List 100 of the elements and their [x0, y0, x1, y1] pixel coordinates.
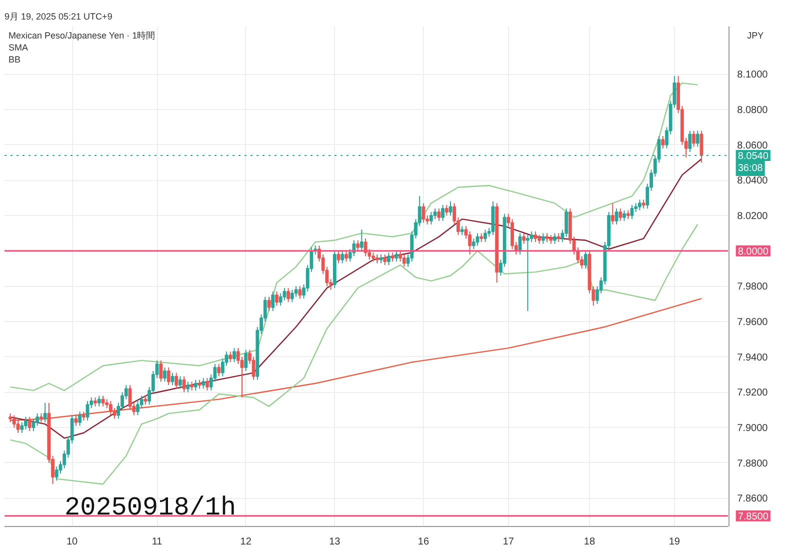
x-tick-label: 11 — [152, 536, 163, 548]
candlestick — [541, 232, 545, 244]
candlestick — [692, 130, 696, 148]
candlestick — [86, 400, 90, 421]
candlestick — [228, 351, 232, 363]
line-series — [10, 158, 702, 439]
y-tick-label: 7.9800 — [737, 282, 768, 293]
candlestick — [688, 130, 692, 152]
candlestick — [112, 408, 116, 420]
candlestick — [534, 230, 538, 243]
candlestick — [383, 254, 387, 266]
ref-line-label: 7.8500 — [738, 511, 769, 522]
y-tick-label: 8.0200 — [737, 211, 768, 222]
candlestick — [476, 232, 480, 246]
candlestick — [448, 200, 452, 216]
candlestick — [522, 232, 526, 244]
y-tick-label: 7.8600 — [737, 494, 768, 505]
candlestick — [444, 204, 448, 216]
candlestick — [360, 229, 364, 252]
candlestick — [232, 348, 236, 363]
candlestick — [356, 240, 360, 252]
candlestick — [394, 250, 398, 262]
candlestick — [344, 250, 348, 262]
annotation: BB — [8, 54, 21, 64]
x-tick-label: 12 — [240, 536, 252, 548]
ref-line-label: 8.0000 — [738, 246, 769, 258]
candlestick — [174, 372, 178, 390]
candlestick — [294, 286, 298, 298]
y-tick-label: 7.8800 — [737, 458, 768, 470]
y-tick-label: 7.9000 — [737, 423, 768, 434]
candlestick — [530, 230, 534, 243]
candlestick — [28, 416, 32, 432]
x-tick-label: 16 — [418, 536, 430, 548]
y-tick-label: 7.9200 — [737, 388, 768, 399]
candlestick — [194, 379, 198, 391]
candlestick — [618, 208, 622, 222]
candlestick — [340, 250, 344, 264]
candlestick — [267, 296, 271, 312]
candlestick — [140, 395, 144, 409]
candlestick — [275, 291, 278, 306]
candlestick — [24, 416, 28, 430]
candlestick — [252, 356, 256, 380]
candlestick — [163, 366, 166, 382]
text: 36:08 — [738, 162, 764, 174]
y-tick-label: 8.0400 — [737, 176, 768, 187]
candlestick — [614, 208, 618, 225]
x-tick-label: 13 — [329, 536, 341, 548]
x-tick-label: 18 — [584, 536, 596, 548]
candlestick — [696, 130, 700, 148]
candlestick — [178, 376, 182, 390]
candlestick — [271, 291, 275, 312]
y-tick-label: 8.0600 — [737, 140, 768, 152]
candlestick — [159, 360, 163, 382]
candlestick — [526, 234, 530, 312]
candlestick — [286, 287, 290, 303]
candlestick — [101, 395, 105, 407]
candlestick — [402, 254, 406, 268]
candlestick — [433, 208, 437, 220]
candlestick — [186, 381, 190, 393]
chart-subtitle: Mexican Peso/Japanese Yen · 1時間 — [8, 30, 156, 40]
candlestick — [217, 363, 220, 377]
annotation: 20250918/1h — [64, 492, 236, 522]
x-tick-label: 10 — [66, 536, 78, 548]
candlestick — [244, 349, 248, 372]
candlestick — [584, 250, 588, 270]
candlestick — [484, 229, 487, 243]
candlestick — [429, 212, 433, 225]
candlestick — [16, 420, 20, 434]
candlestick — [108, 400, 112, 416]
line-series — [10, 298, 702, 422]
candlestick — [387, 252, 390, 266]
candlestick — [298, 286, 302, 300]
candlestick — [610, 202, 614, 225]
x-tick-label: 19 — [668, 536, 680, 548]
x-tick-label: 17 — [502, 536, 514, 548]
candlestick — [441, 204, 444, 222]
y-tick-label: 7.9600 — [737, 317, 768, 328]
candlestick — [437, 208, 441, 222]
candlestick — [128, 384, 132, 410]
candlestick — [622, 210, 626, 222]
candlestick — [166, 366, 170, 386]
candlestick — [74, 414, 78, 426]
candlestick — [661, 136, 665, 149]
annotation: SMA — [8, 42, 28, 52]
y-tick-label: 7.9400 — [737, 352, 768, 364]
candlestick — [78, 411, 82, 426]
ref-line-label: 8.0540 — [738, 150, 769, 162]
line-series — [10, 224, 698, 485]
candlestick — [553, 232, 556, 244]
candlestick — [290, 289, 294, 303]
chart-title: 9月 19, 2025 05:21 UTC+9 — [4, 12, 112, 22]
y-axis-title: JPY — [747, 30, 764, 40]
candlestick — [422, 202, 426, 224]
candlestick — [97, 395, 101, 407]
candlestick — [202, 378, 206, 390]
candlestick — [638, 199, 642, 211]
line-series — [10, 82, 698, 392]
y-tick-label: 8.0800 — [737, 105, 768, 116]
candlestick — [206, 378, 209, 391]
y-tick-label: 8.1000 — [737, 70, 768, 81]
